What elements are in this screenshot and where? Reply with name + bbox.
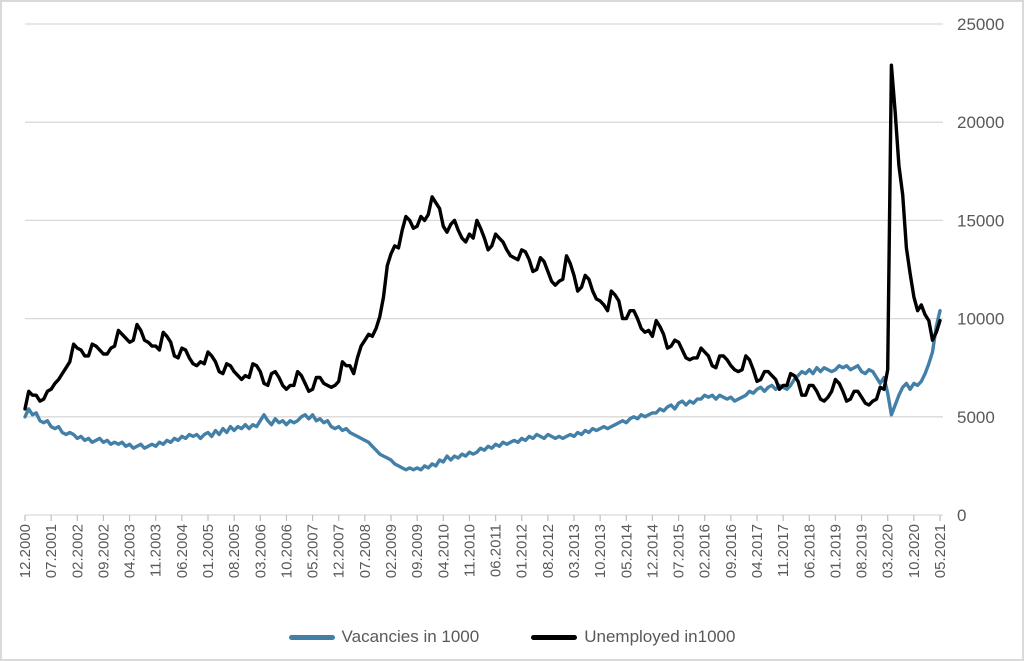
x-axis-label: 08.2005 (226, 524, 243, 578)
x-axis-label: 11.2010 (461, 524, 478, 577)
x-axis-label: 06.2004 (174, 524, 191, 578)
y-axis-label: 15000 (957, 211, 1004, 230)
vacancies-legend-line (288, 634, 335, 640)
vacancies-legend-label: Vacancies in 1000 (341, 627, 480, 646)
x-axis-label: 08.2019 (854, 524, 871, 578)
unemployed-legend-label: Unemployed in1000 (584, 627, 736, 646)
x-axis-label: 09.2009 (409, 524, 426, 578)
x-axis-label: 07.2008 (357, 524, 374, 578)
x-axis-label: 09.2016 (723, 524, 740, 578)
y-axis-label: 25000 (957, 15, 1004, 34)
x-axis-label: 03.2006 (252, 524, 269, 578)
y-axis-label: 0 (957, 506, 966, 525)
x-axis-label: 09.2002 (95, 524, 112, 578)
x-axis-label: 02.2016 (697, 524, 714, 578)
x-axis-label: 07.2001 (43, 524, 60, 578)
y-axis-label: 20000 (957, 113, 1004, 132)
x-axis-label: 12.2014 (644, 524, 661, 578)
vacancies-line (23, 309, 942, 472)
x-axis-label: 12.2000 (17, 524, 34, 578)
unemployed-line (23, 63, 942, 411)
x-axis-label: 04.2010 (435, 524, 452, 578)
x-axis-label: 05.2014 (618, 524, 635, 578)
x-axis-label: 04.2017 (749, 524, 766, 578)
x-axis-label: 08.2012 (540, 524, 557, 578)
x-axis-label: 03.2020 (880, 524, 897, 578)
x-axis-label: 10.2013 (592, 524, 609, 578)
x-axis-label: 02.2002 (69, 524, 86, 578)
x-axis-label: 05.2021 (932, 524, 949, 578)
unemployed-legend-line (531, 634, 578, 640)
x-axis-label: 01.2005 (200, 524, 217, 578)
x-axis-label: 11.2017 (775, 524, 792, 577)
x-axis-label: 01.2019 (827, 524, 844, 578)
x-axis-label: 10.2020 (906, 524, 923, 578)
chart-legend: Vacancies in 1000 Unemployed in1000 (2, 627, 1022, 647)
x-axis-label: 06.2011 (488, 524, 505, 577)
x-axis-label: 12.2007 (331, 524, 348, 578)
y-axis-label: 10000 (957, 310, 1004, 329)
x-axis-label: 03.2013 (566, 524, 583, 578)
x-axis-label: 04.2003 (122, 524, 139, 578)
x-axis-label: 10.2006 (278, 524, 295, 578)
x-axis-label: 06.2018 (801, 524, 818, 578)
legend-item-unemployed: Unemployed in1000 (531, 627, 735, 647)
x-axis-label: 11.2003 (148, 524, 165, 577)
x-axis-label: 02.2009 (383, 524, 400, 578)
x-axis-label: 07.2015 (671, 524, 688, 578)
x-axis-label: 01.2012 (514, 524, 531, 578)
legend-item-vacancies: Vacancies in 1000 (288, 627, 480, 647)
x-axis-label: 05.2007 (305, 524, 322, 578)
y-axis-label: 5000 (957, 408, 995, 427)
